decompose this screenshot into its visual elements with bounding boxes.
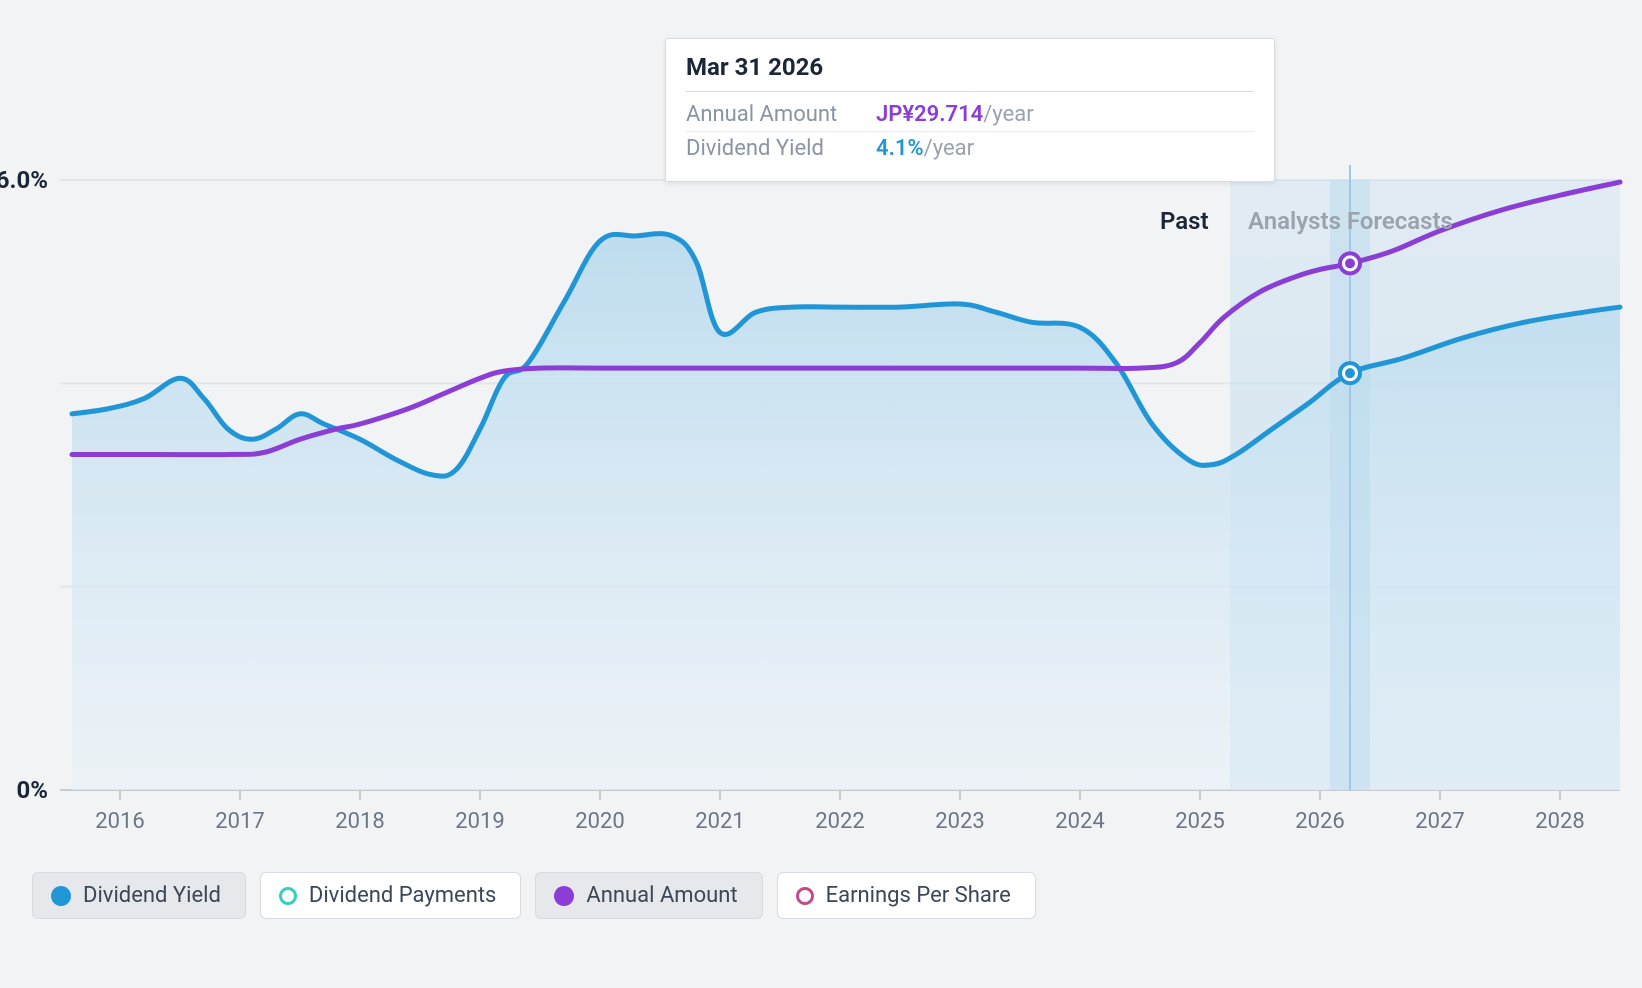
- tooltip-row: Annual AmountJP¥29.714/year: [686, 98, 1254, 132]
- tooltip-row-value: 4.1%: [876, 136, 924, 161]
- svg-text:0%: 0%: [16, 776, 48, 804]
- legend-item-amount[interactable]: Annual Amount: [535, 872, 762, 919]
- svg-text:2028: 2028: [1535, 809, 1584, 834]
- legend-item-eps[interactable]: Earnings Per Share: [777, 872, 1036, 919]
- chart-tooltip: Mar 31 2026 Annual AmountJP¥29.714/yearD…: [665, 38, 1275, 182]
- svg-text:2020: 2020: [575, 809, 624, 834]
- svg-text:6.0%: 6.0%: [0, 166, 48, 194]
- legend-swatch: [279, 887, 297, 905]
- tooltip-row-suffix: /year: [924, 136, 974, 161]
- label-forecast: Analysts Forecasts: [1248, 207, 1453, 235]
- legend-label: Earnings Per Share: [826, 883, 1011, 908]
- svg-text:2025: 2025: [1175, 809, 1224, 834]
- legend-swatch: [554, 886, 574, 906]
- svg-text:2022: 2022: [815, 809, 864, 834]
- legend-label: Dividend Yield: [83, 883, 221, 908]
- legend-item-payments[interactable]: Dividend Payments: [260, 872, 522, 919]
- legend-swatch: [51, 886, 71, 906]
- svg-text:2024: 2024: [1055, 809, 1104, 834]
- legend-item-yield[interactable]: Dividend Yield: [32, 872, 246, 919]
- svg-text:2018: 2018: [335, 809, 384, 834]
- tooltip-row-label: Dividend Yield: [686, 136, 876, 161]
- svg-text:2027: 2027: [1415, 809, 1464, 834]
- svg-text:2021: 2021: [695, 809, 744, 834]
- svg-text:2023: 2023: [935, 809, 984, 834]
- svg-text:2016: 2016: [95, 809, 144, 834]
- label-past: Past: [1160, 207, 1209, 235]
- chart-legend: Dividend Yield Dividend Payments Annual Am…: [32, 872, 1036, 919]
- dividend-chart: 2016 2017 2018 2019 2020 2021 2022 2023 2024 2025…: [0, 0, 1642, 988]
- tooltip-row-suffix: /year: [983, 102, 1033, 127]
- svg-text:2026: 2026: [1295, 809, 1344, 834]
- legend-swatch: [796, 887, 814, 905]
- tooltip-row: Dividend Yield4.1%/year: [686, 132, 1254, 165]
- svg-text:2019: 2019: [455, 809, 504, 834]
- tooltip-row-value: JP¥29.714: [876, 102, 983, 127]
- tooltip-date: Mar 31 2026: [686, 53, 1254, 92]
- legend-label: Dividend Payments: [309, 883, 497, 908]
- svg-text:2017: 2017: [215, 809, 264, 834]
- tooltip-row-label: Annual Amount: [686, 102, 876, 127]
- legend-label: Annual Amount: [586, 883, 737, 908]
